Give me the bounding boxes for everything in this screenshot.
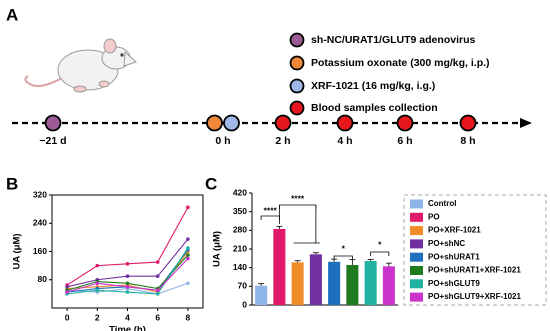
- y-tick-label: 280: [233, 225, 247, 235]
- significance-label: *: [378, 239, 382, 249]
- legend-swatch: [410, 199, 423, 209]
- series-point: [125, 262, 130, 266]
- series-point: [125, 285, 130, 289]
- y-tick-label: 320: [33, 189, 47, 199]
- significance-bracket: [333, 255, 353, 260]
- series-point: [65, 285, 69, 289]
- legend-dot: [289, 78, 305, 94]
- y-axis-title: UA (μM): [12, 233, 23, 269]
- legend-label: PO+shGLUT9+XRF-1021: [428, 292, 521, 301]
- series-point: [155, 292, 160, 296]
- series-point: [155, 260, 160, 264]
- x-axis-title: Time (h): [109, 325, 146, 331]
- series-point: [95, 263, 100, 268]
- x-tick-label: 8: [186, 312, 191, 322]
- y-tick-label: 350: [233, 206, 247, 216]
- series-point: [95, 281, 100, 286]
- bar: [328, 261, 341, 305]
- bar: [255, 285, 268, 305]
- legend-label: Control: [428, 199, 456, 208]
- legend-label: Blood samples collection: [311, 102, 438, 114]
- legend-dot: [289, 100, 305, 116]
- timeline-arrow: [520, 118, 532, 128]
- bar: [273, 229, 286, 305]
- timeline-label: 8 h: [460, 135, 475, 147]
- legend-swatch: [410, 292, 423, 302]
- significance-bracket: [260, 215, 280, 220]
- timeline-label: 0 h: [215, 135, 230, 147]
- bar: [382, 266, 395, 305]
- legend-label: PO: [428, 212, 440, 221]
- bar: [346, 265, 359, 305]
- legend-label: Potassium oxonate (300 mg/kg, i.p.): [311, 57, 490, 69]
- y-tick-label: 70: [238, 281, 248, 291]
- significance-bracket: [370, 251, 390, 256]
- legend-dot: [289, 55, 305, 71]
- timeline-point: [274, 114, 292, 132]
- y-tick-label: 210: [233, 243, 247, 253]
- legend-swatch: [410, 266, 423, 275]
- significance-label: ****: [264, 205, 278, 215]
- y-axis-title: UA (μM): [212, 231, 223, 267]
- y-tick-label: 420: [233, 187, 247, 197]
- timeline-label: 6 h: [397, 135, 412, 147]
- legend-dot: [289, 32, 305, 48]
- significance-label: ****: [291, 193, 305, 203]
- panel-label: A: [6, 5, 18, 24]
- y-tick-label: 140: [233, 262, 247, 272]
- timeline-point: [44, 114, 62, 132]
- timeline-label: −21 d: [39, 135, 66, 147]
- timeline-point: [223, 114, 240, 132]
- legend-box: [403, 194, 547, 306]
- series-point: [65, 290, 69, 294]
- series-point: [125, 281, 130, 286]
- legend-swatch: [410, 226, 423, 236]
- y-tick-label: 0: [242, 299, 247, 309]
- timeline-label: 4 h: [337, 135, 352, 147]
- legend-label: PO+shNC: [428, 239, 465, 248]
- significance-bracket: [278, 204, 317, 209]
- series-point: [95, 288, 100, 293]
- timeline-point: [396, 114, 414, 132]
- series-point: [186, 256, 190, 261]
- y-tick-label: 240: [33, 218, 47, 228]
- y-tick-label: 160: [33, 246, 47, 256]
- series-point: [186, 205, 190, 210]
- series-point: [125, 290, 130, 294]
- x-tick-label: 6: [155, 312, 160, 322]
- timeline-point: [336, 114, 354, 132]
- bar: [309, 254, 322, 305]
- legend-label: PO+XRF-1021: [428, 226, 481, 235]
- x-tick-label: 2: [95, 312, 100, 322]
- legend-label: sh-NC/URAT1/GLUT9 adenovirus: [311, 34, 475, 46]
- series-point: [155, 274, 160, 279]
- panel-label: B: [6, 174, 18, 193]
- series-point: [186, 237, 190, 241]
- series-point: [186, 281, 190, 286]
- x-tick-label: 0: [65, 312, 70, 322]
- rat-illustration: [24, 38, 137, 93]
- timeline-label: 2 h: [275, 135, 290, 147]
- legend-swatch: [410, 212, 423, 222]
- timeline-point: [206, 114, 223, 132]
- legend-swatch: [410, 239, 423, 249]
- bar: [291, 262, 304, 305]
- significance-label: *: [342, 243, 346, 253]
- series-point: [186, 253, 190, 257]
- series-point: [125, 274, 130, 279]
- series-point: [186, 246, 190, 250]
- legend-label: PO+shURAT1: [428, 252, 480, 261]
- legend-label: XRF-1021 (16 mg/kg, i.g.): [311, 80, 435, 92]
- series-point: [155, 288, 160, 293]
- legend-label: PO+shURAT1+XRF-1021: [428, 266, 521, 275]
- bar: [364, 261, 377, 305]
- legend-label: PO+shGLUT9: [428, 279, 480, 288]
- timeline-point: [459, 114, 477, 132]
- y-tick-label: 80: [38, 274, 48, 284]
- legend-swatch: [410, 252, 423, 262]
- panel-label: C: [205, 174, 217, 193]
- x-tick-label: 4: [125, 312, 130, 322]
- legend-swatch: [410, 279, 423, 289]
